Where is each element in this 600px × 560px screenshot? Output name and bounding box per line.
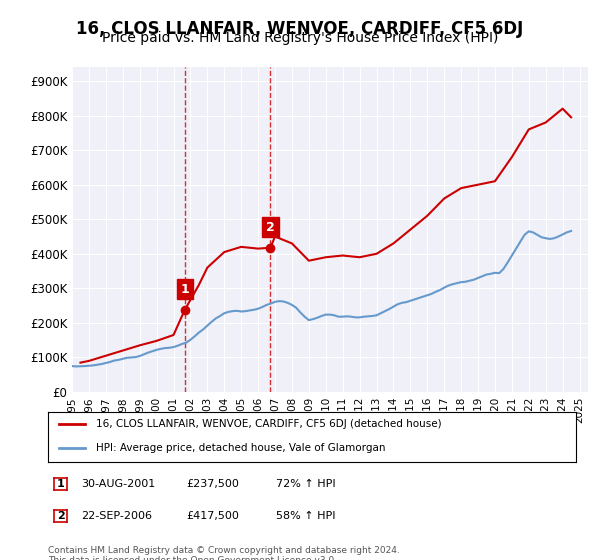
Text: £237,500: £237,500: [186, 479, 239, 489]
Text: HPI: Average price, detached house, Vale of Glamorgan: HPI: Average price, detached house, Vale…: [95, 443, 385, 453]
Text: £417,500: £417,500: [186, 511, 239, 521]
Text: 30-AUG-2001: 30-AUG-2001: [81, 479, 155, 489]
Text: 2: 2: [266, 221, 275, 234]
Text: 22-SEP-2006: 22-SEP-2006: [81, 511, 152, 521]
Text: 72% ↑ HPI: 72% ↑ HPI: [276, 479, 335, 489]
Text: 2: 2: [57, 511, 64, 521]
Text: 16, CLOS LLANFAIR, WENVOE, CARDIFF, CF5 6DJ (detached house): 16, CLOS LLANFAIR, WENVOE, CARDIFF, CF5 …: [95, 419, 441, 429]
Text: 1: 1: [181, 283, 189, 296]
Text: 1: 1: [57, 479, 64, 489]
Text: Price paid vs. HM Land Registry's House Price Index (HPI): Price paid vs. HM Land Registry's House …: [102, 31, 498, 45]
Text: 16, CLOS LLANFAIR, WENVOE, CARDIFF, CF5 6DJ: 16, CLOS LLANFAIR, WENVOE, CARDIFF, CF5 …: [76, 20, 524, 38]
Text: 58% ↑ HPI: 58% ↑ HPI: [276, 511, 335, 521]
Text: Contains HM Land Registry data © Crown copyright and database right 2024.
This d: Contains HM Land Registry data © Crown c…: [48, 546, 400, 560]
